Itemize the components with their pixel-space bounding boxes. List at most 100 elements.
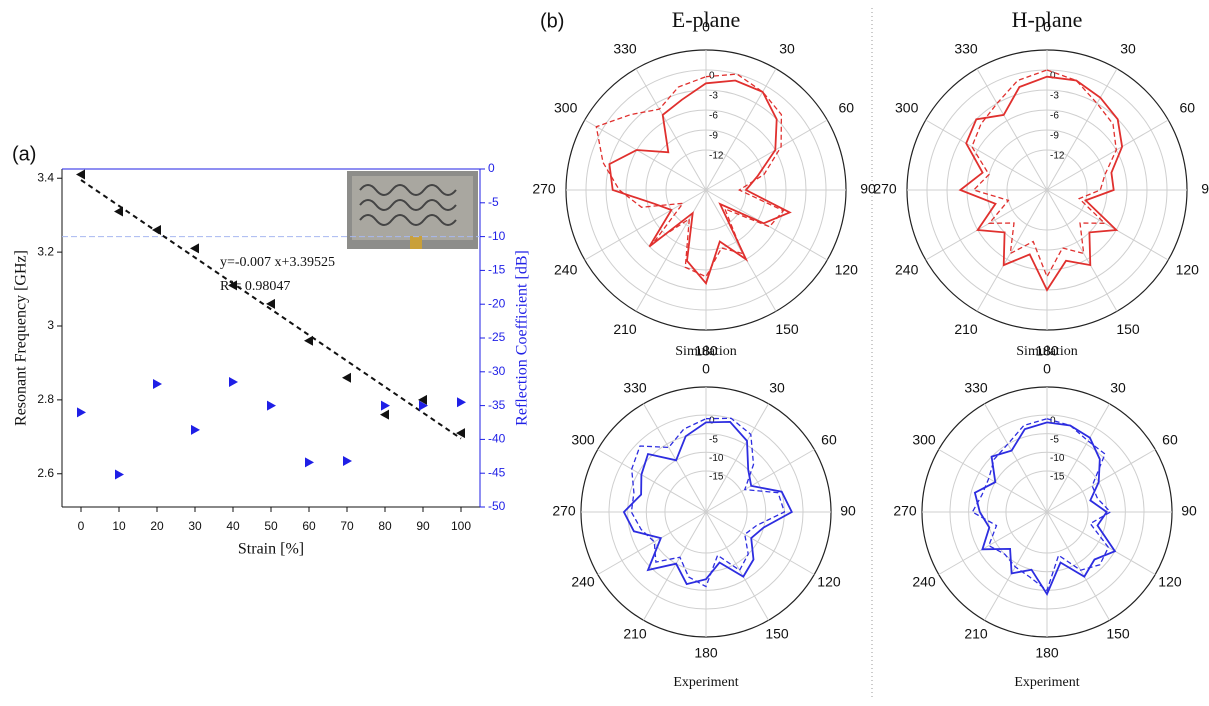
theta-tick-label: 300 <box>895 100 919 116</box>
theta-tick-label: 90 <box>860 181 876 197</box>
theta-tick-label: 180 <box>1035 343 1059 359</box>
pattern-curve <box>958 75 1124 292</box>
theta-tick-label: 240 <box>912 574 936 590</box>
pattern-curve <box>608 79 792 286</box>
grid-spoke <box>1046 449 1156 513</box>
y2-tick-label: -25 <box>488 330 506 344</box>
data-point <box>114 206 123 217</box>
pattern-curve <box>622 420 793 586</box>
theta-tick-label: 30 <box>1120 40 1136 56</box>
r-tick-label: 0 <box>709 71 715 82</box>
r-tick-label: -9 <box>1050 131 1059 142</box>
y-tick-label: 2.6 <box>37 466 54 480</box>
theta-tick-label: 120 <box>1176 262 1200 278</box>
r-tick-label: -15 <box>709 472 724 483</box>
grid-spoke <box>597 449 707 513</box>
grid-spoke <box>705 449 815 513</box>
grid-spoke <box>584 119 707 191</box>
grid-spoke <box>984 511 1048 621</box>
theta-tick-label: 270 <box>532 181 556 197</box>
r-tick-label: 0 <box>1050 416 1056 427</box>
r-tick-label: -6 <box>1050 111 1059 122</box>
pattern-curve <box>630 417 786 588</box>
data-point <box>456 428 465 439</box>
theta-tick-label: 210 <box>964 626 988 642</box>
grid-spoke <box>938 511 1048 575</box>
pattern-curve <box>971 418 1112 592</box>
chart-title: E-plane <box>672 7 740 32</box>
data-point <box>343 456 352 467</box>
theta-tick-label: 60 <box>839 100 855 116</box>
r-tick-label: -9 <box>709 131 718 142</box>
y-tick-label: 3.2 <box>37 244 54 258</box>
chart-caption: Simulation <box>1016 344 1077 359</box>
data-point <box>153 378 162 389</box>
data-point <box>266 298 275 309</box>
theta-tick-label: 0 <box>1043 361 1051 377</box>
theta-tick-label: 0 <box>702 361 710 377</box>
theta-tick-label: 30 <box>769 380 785 396</box>
r-tick-label: 0 <box>1050 71 1056 82</box>
grid-spoke <box>1046 68 1118 191</box>
theta-tick-label: 240 <box>571 574 595 590</box>
theta-tick-label: 240 <box>895 262 919 278</box>
theta-tick-label: 330 <box>964 380 988 396</box>
theta-tick-label: 0 <box>1043 19 1051 35</box>
grid-spoke <box>976 68 1048 191</box>
theta-tick-label: 300 <box>554 100 578 116</box>
r-tick-label: -5 <box>1050 434 1059 445</box>
y2-tick-label: -10 <box>488 229 506 243</box>
x-tick-label: 20 <box>150 519 164 533</box>
x-axis-label: Strain [%] <box>238 541 304 558</box>
data-point <box>380 409 389 420</box>
theta-tick-label: 330 <box>613 40 637 56</box>
r-tick-label: -3 <box>1050 91 1059 102</box>
theta-tick-label: 300 <box>912 432 936 448</box>
x-tick-label: 30 <box>188 519 202 533</box>
x-tick-label: 70 <box>340 519 354 533</box>
r-tick-label: -5 <box>709 434 718 445</box>
theta-tick-label: 240 <box>554 262 578 278</box>
theta-tick-label: 180 <box>694 645 718 661</box>
pattern-curve <box>595 73 785 278</box>
data-point <box>457 397 466 408</box>
theta-tick-label: 120 <box>817 574 841 590</box>
y-tick-label: 3.4 <box>37 170 54 184</box>
grid-spoke <box>705 511 815 575</box>
data-point <box>76 169 85 180</box>
x-tick-label: 10 <box>112 519 126 533</box>
theta-tick-label: 30 <box>779 40 795 56</box>
r-tick-label: -6 <box>709 111 718 122</box>
grid-spoke <box>1046 511 1156 575</box>
y2-tick-label: -20 <box>488 296 506 310</box>
data-point <box>152 224 161 235</box>
fit-line <box>80 179 462 440</box>
theta-tick-label: 120 <box>835 262 859 278</box>
grid-spoke <box>705 403 769 513</box>
pattern-curve <box>971 69 1117 279</box>
grid-spoke <box>1046 189 1118 312</box>
grid-spoke <box>984 403 1048 513</box>
grid-spoke <box>705 511 769 621</box>
r-tick-label: -12 <box>1050 151 1065 162</box>
data-point <box>305 457 314 468</box>
y2-tick-label: 0 <box>488 161 495 175</box>
y2-tick-label: -15 <box>488 263 506 277</box>
theta-tick-label: 180 <box>694 343 718 359</box>
y2-tick-label: -30 <box>488 364 506 378</box>
theta-tick-label: 180 <box>1035 645 1059 661</box>
x-tick-label: 60 <box>302 519 316 533</box>
chart-caption: Experiment <box>1014 675 1079 690</box>
grid-spoke <box>635 68 707 191</box>
theta-tick-label: 300 <box>571 432 595 448</box>
theta-tick-label: 210 <box>613 321 637 337</box>
x-tick-label: 40 <box>226 519 240 533</box>
data-point <box>419 400 428 411</box>
grid-spoke <box>597 511 707 575</box>
theta-tick-label: 90 <box>1201 181 1209 197</box>
y-axis-label: Resonant Frequency [GHz] <box>13 250 30 426</box>
grid-spoke <box>925 189 1048 261</box>
theta-tick-label: 120 <box>1158 574 1182 590</box>
data-point <box>304 335 313 346</box>
r-tick-label: -15 <box>1050 472 1065 483</box>
